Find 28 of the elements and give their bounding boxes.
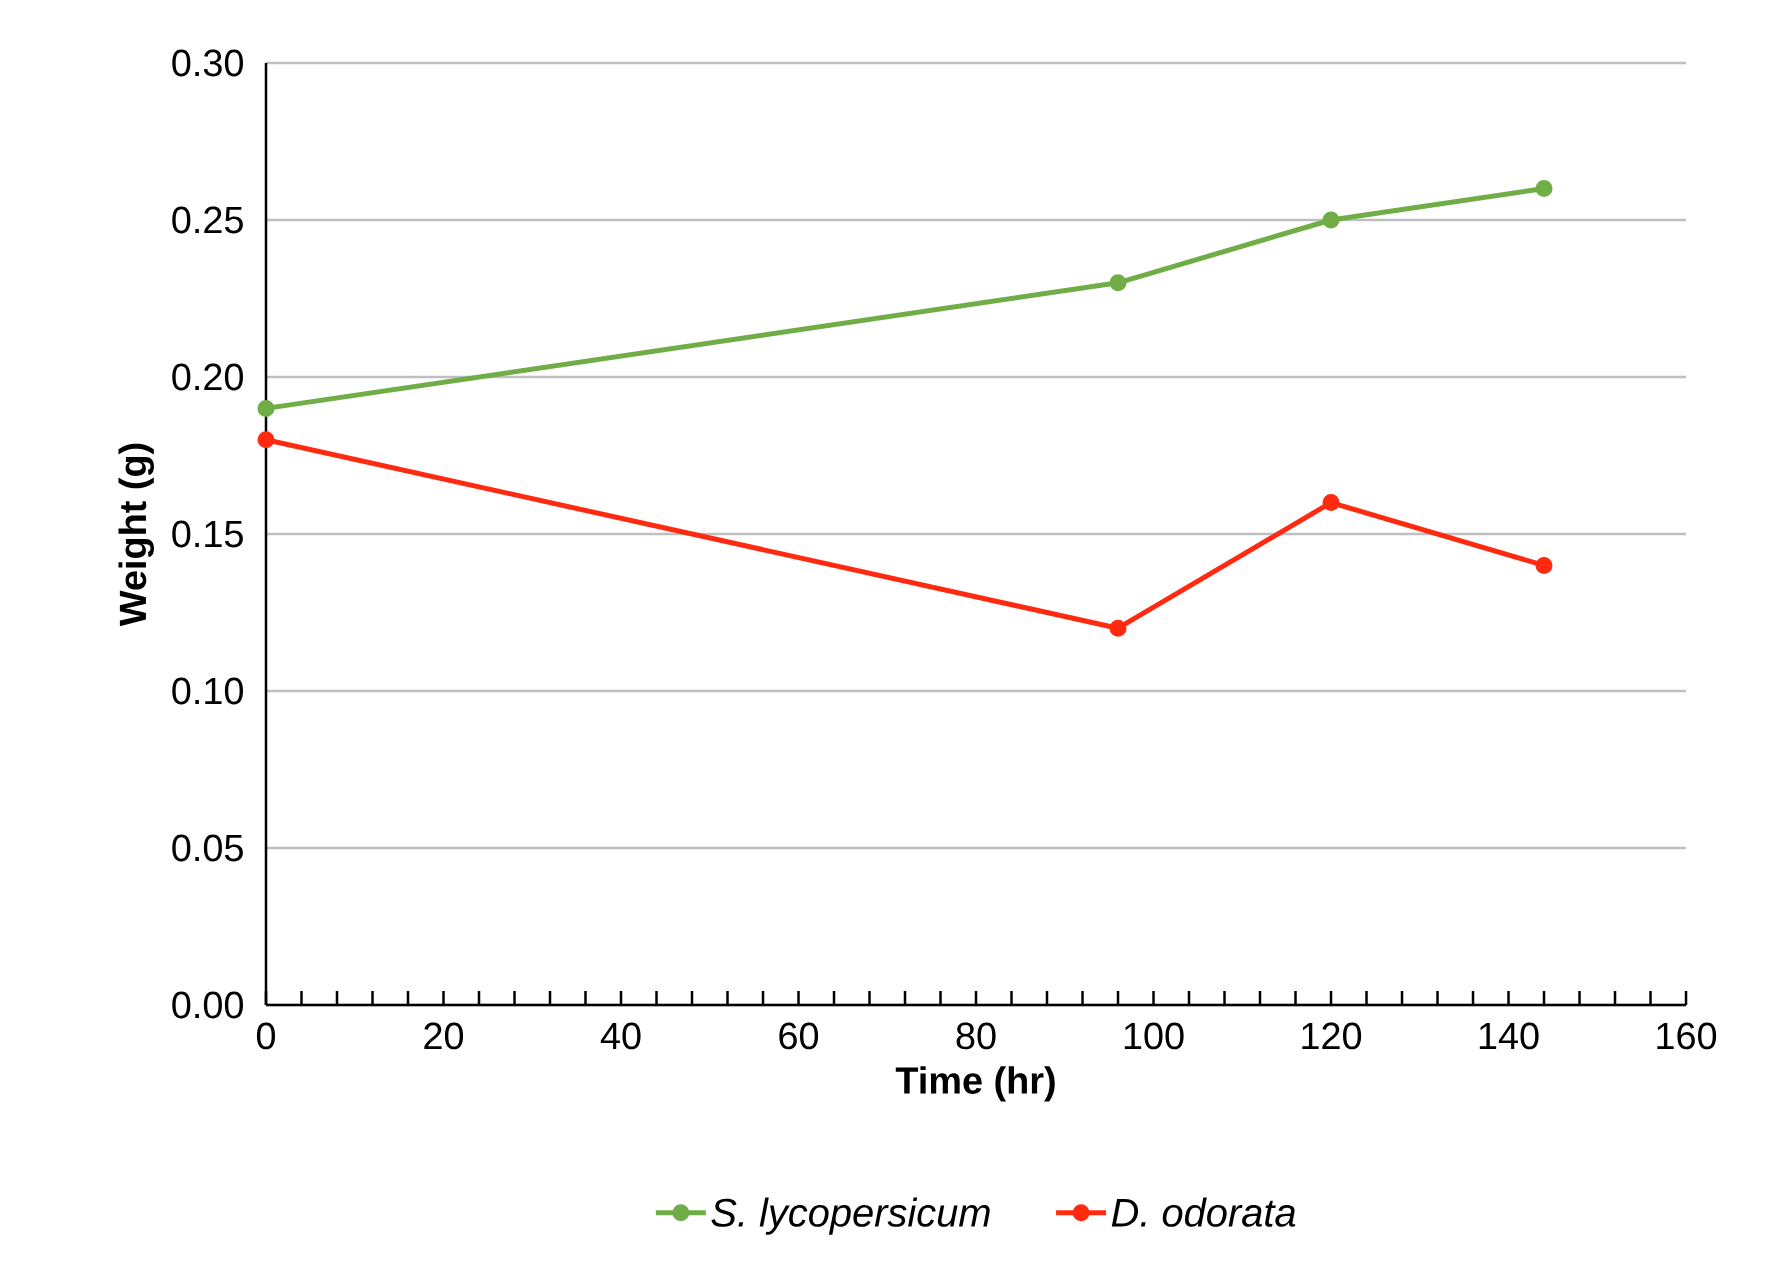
- x-tick-label: 140: [1479, 1022, 1539, 1050]
- point: [1322, 494, 1340, 512]
- y-tick-label: 0.00: [172, 991, 243, 1019]
- legend-label: S. lycopersicum: [711, 1197, 990, 1235]
- y-tick-label: 0.05: [172, 834, 243, 862]
- y-tick-label: 0.20: [172, 363, 243, 391]
- point: [257, 431, 275, 449]
- x-tick-label: 100: [1124, 1022, 1184, 1050]
- point: [1535, 180, 1553, 198]
- x-tick-label: 120: [1302, 1022, 1362, 1050]
- point: [1322, 211, 1340, 229]
- x-tick-label: 160: [1657, 1022, 1717, 1050]
- y-tick-label: 0.15: [172, 520, 243, 548]
- point: [1535, 556, 1553, 574]
- x-tick-label: 80: [956, 1022, 996, 1050]
- point: [1109, 619, 1127, 637]
- y-axis-title: Weight (g): [118, 443, 154, 627]
- x-tick-label: 0: [256, 1022, 276, 1050]
- x-tick-label: 60: [779, 1022, 819, 1050]
- x-tick-label: 20: [424, 1022, 464, 1050]
- x-tick-label: 40: [600, 1022, 641, 1050]
- y-tick-label: 0.10: [172, 677, 243, 705]
- y-tick-label: 0.30: [172, 49, 243, 77]
- point: [1109, 274, 1127, 292]
- x-axis-title: Time (hr): [895, 1066, 1055, 1102]
- point: [257, 399, 275, 417]
- y-tick-label: 0.25: [172, 206, 243, 234]
- legend-label: D. odorata: [1111, 1197, 1296, 1227]
